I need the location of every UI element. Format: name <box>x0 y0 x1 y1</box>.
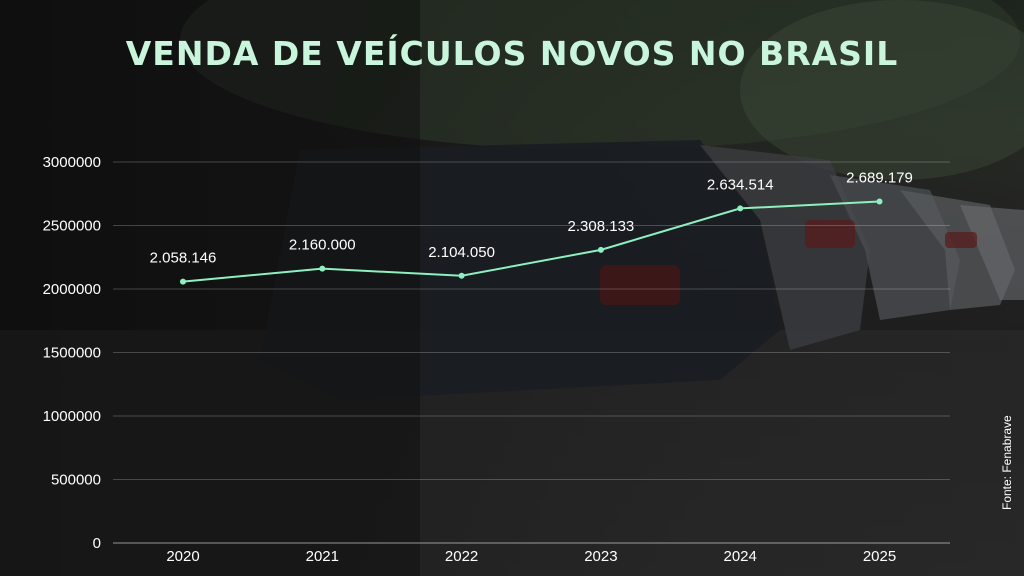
y-tick-label: 2500000 <box>43 218 101 235</box>
data-label: 2.104.050 <box>428 244 495 261</box>
y-tick-label: 0 <box>93 535 101 552</box>
data-point <box>180 278 186 285</box>
data-label: 2.689.179 <box>846 169 913 186</box>
data-labels: 2.058.146 2.160.000 2.104.050 2.308.133 2.63… <box>150 169 913 266</box>
data-point <box>876 198 883 205</box>
x-tick-label: 2020 <box>166 548 199 565</box>
data-point <box>737 205 744 212</box>
data-points <box>180 198 883 285</box>
data-point <box>458 272 465 279</box>
gridlines <box>113 161 950 544</box>
y-axis: 0 500000 1000000 1500000 2000000 2500000 30000… <box>43 154 101 552</box>
series-line <box>182 200 880 283</box>
y-tick-label: 1000000 <box>43 408 101 425</box>
y-tick-label: 2000000 <box>43 281 101 298</box>
x-tick-label: 2023 <box>584 548 617 565</box>
y-tick-label: 500000 <box>51 472 101 489</box>
data-point <box>597 246 604 253</box>
data-point <box>319 265 326 272</box>
data-label: 2.308.133 <box>568 218 635 235</box>
data-label: 2.634.514 <box>707 176 774 193</box>
source-note: Fonte: Fenabrave <box>1000 415 1014 510</box>
x-tick-label: 2022 <box>445 548 478 565</box>
x-tick-label: 2021 <box>306 548 339 565</box>
x-tick-label: 2024 <box>724 548 757 565</box>
y-tick-label: 1500000 <box>43 345 101 362</box>
data-label: 2.058.146 <box>150 250 217 267</box>
x-axis: 2020 2021 2022 2023 2024 2025 <box>166 548 896 565</box>
x-tick-label: 2025 <box>863 548 896 565</box>
chart-title: VENDA DE VEÍCULOS NOVOS NO BRASIL <box>125 34 899 73</box>
y-tick-label: 3000000 <box>43 154 101 171</box>
data-label: 2.160.000 <box>289 237 356 254</box>
